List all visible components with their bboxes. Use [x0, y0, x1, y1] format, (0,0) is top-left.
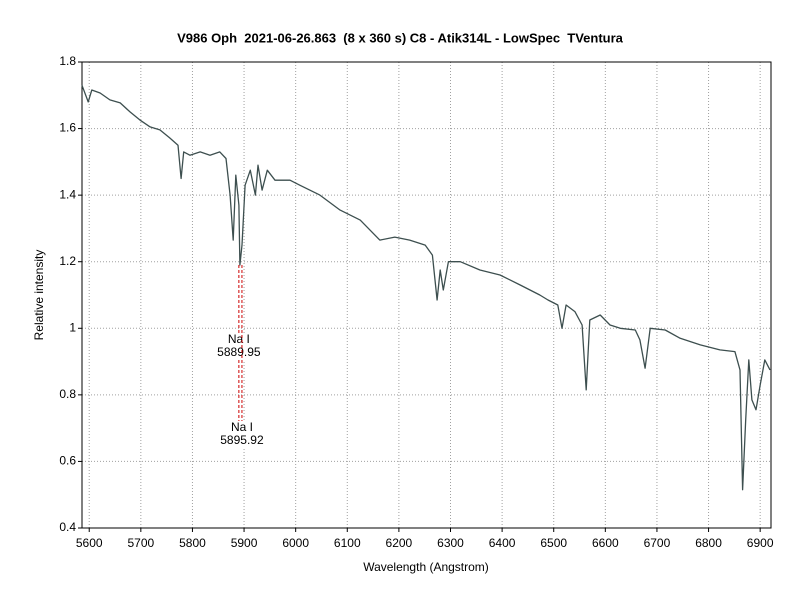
y-tick-label: 1.8	[59, 54, 76, 68]
chart-title: V986 Oph 2021-06-26.863 (8 x 360 s) C8 -…	[177, 30, 624, 45]
x-tick-label: 5700	[127, 536, 154, 550]
x-tick-label: 6800	[695, 536, 722, 550]
annotation-value: 5895.92	[220, 433, 264, 447]
x-tick-label: 6200	[386, 536, 413, 550]
y-axis-label: Relative intensity	[32, 250, 46, 341]
x-tick-label: 5900	[231, 536, 258, 550]
annotation-bg	[219, 421, 264, 448]
y-tick-label: 1.6	[59, 121, 76, 135]
x-tick-label: 6400	[489, 536, 516, 550]
x-tick-label: 5600	[76, 536, 103, 550]
annotation-bg	[216, 333, 261, 360]
y-tick-label: 0.6	[59, 454, 76, 468]
y-tick-label: 1.4	[59, 187, 76, 201]
y-tick-label: 1.2	[59, 254, 76, 268]
annotation-value: 5889.95	[217, 345, 261, 359]
y-tick-label: 1	[69, 320, 76, 334]
x-tick-label: 6900	[747, 536, 774, 550]
y-tick-label: 0.8	[59, 387, 76, 401]
plot-frame	[81, 61, 772, 529]
x-tick-label: 6600	[592, 536, 619, 550]
x-tick-label: 6300	[437, 536, 464, 550]
x-axis-label: Wavelength (Angstrom)	[363, 560, 489, 574]
x-tick-label: 6500	[540, 536, 567, 550]
x-tick-label: 6700	[644, 536, 671, 550]
x-tick-label: 5800	[179, 536, 206, 550]
x-tick-label: 6100	[334, 536, 361, 550]
annotation-label: Na I	[228, 332, 250, 346]
x-tick-label: 6000	[282, 536, 309, 550]
annotation-label: Na I	[231, 420, 253, 434]
spectrum-line	[81, 85, 771, 491]
y-tick-label: 0.4	[59, 520, 76, 534]
